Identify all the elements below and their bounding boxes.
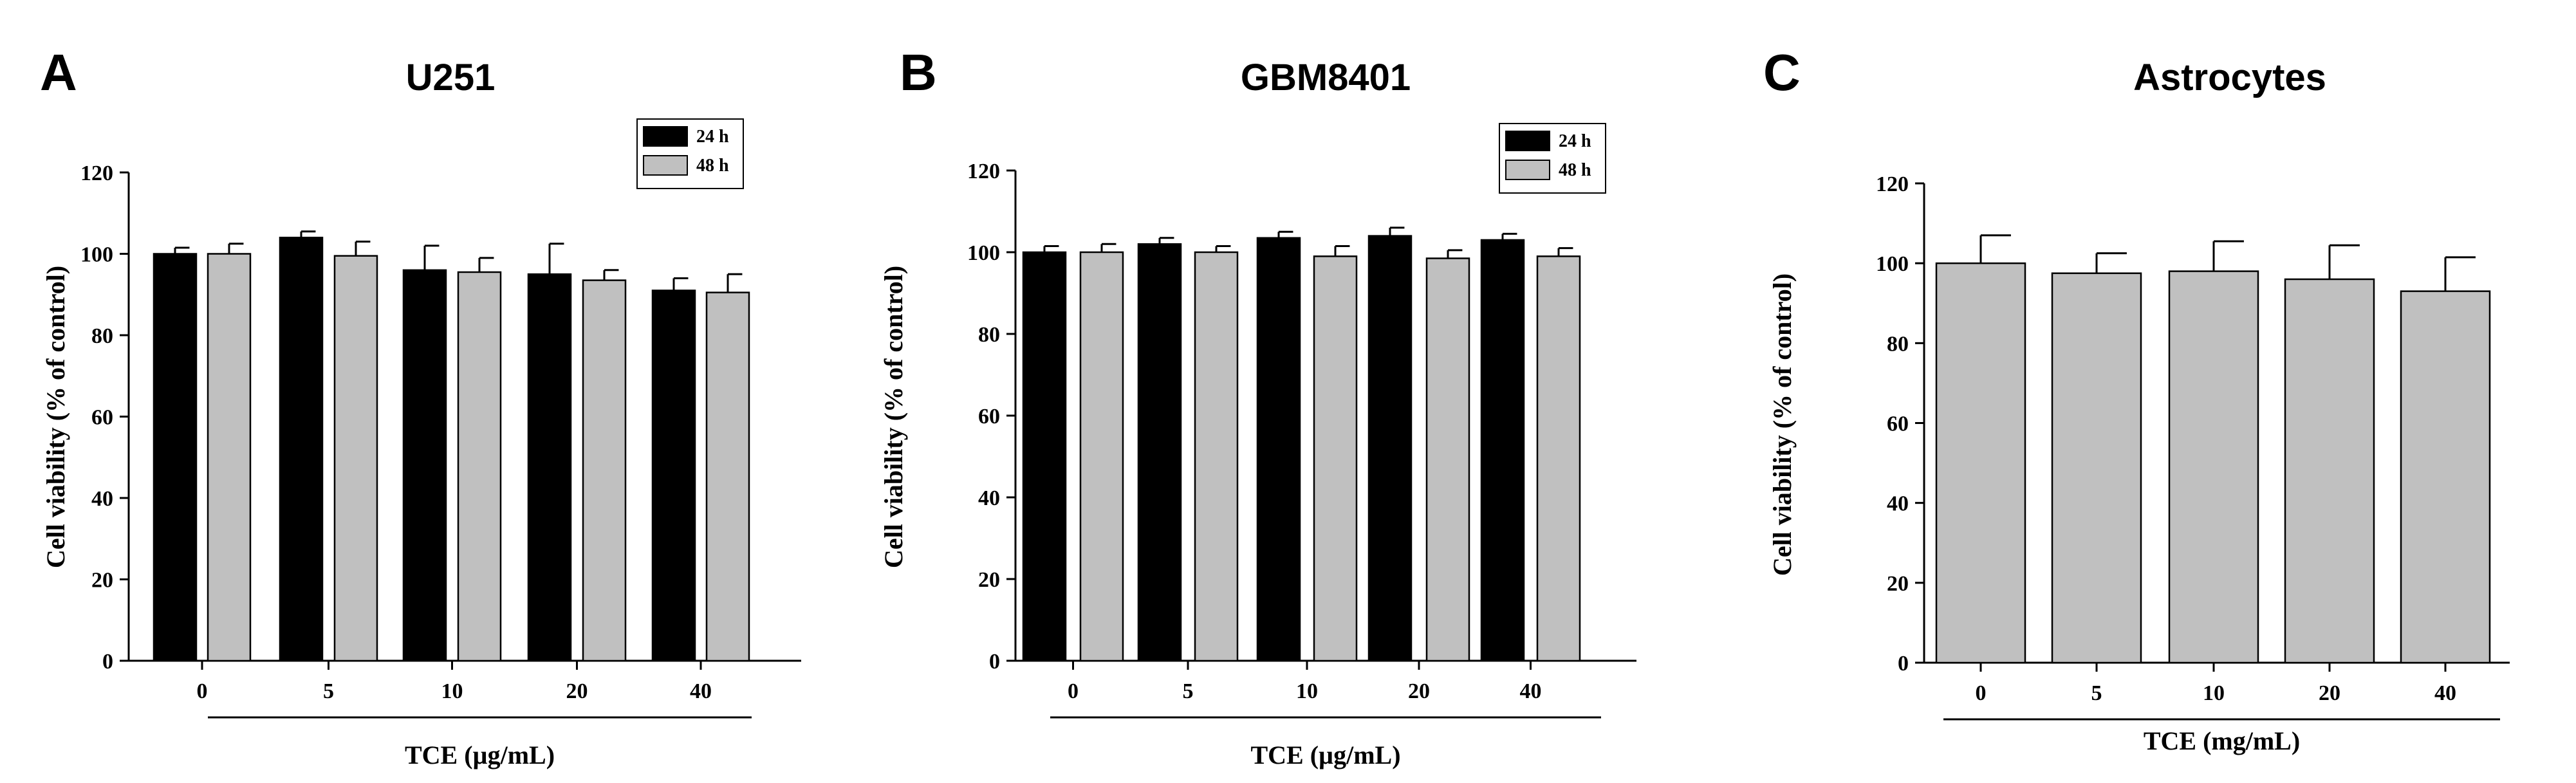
bar	[1022, 251, 1067, 662]
bar	[2051, 272, 2142, 664]
chart-title: Astrocytes	[2133, 57, 2326, 98]
x-tick-label: 10	[2203, 681, 2225, 705]
y-axis-label: Cell viability (% of control)	[41, 266, 70, 568]
legend-label: 48 h	[1559, 160, 1591, 180]
legend: 24 h 48 h	[636, 118, 744, 189]
x-tick-label: 0	[197, 679, 208, 703]
bar	[2284, 278, 2375, 664]
bar	[457, 271, 502, 662]
y-tick-label: 20	[1887, 572, 1909, 596]
bar	[279, 236, 324, 662]
x-tick-label: 20	[2319, 681, 2340, 705]
bar	[1367, 235, 1413, 662]
panel-letter: C	[1763, 44, 1801, 101]
y-tick-label: 80	[1887, 332, 1909, 356]
y-tick-label: 120	[967, 160, 1000, 183]
bar	[2168, 270, 2259, 664]
y-tick-label: 60	[91, 406, 113, 430]
legend-box	[636, 118, 744, 189]
bar	[207, 253, 252, 662]
bar	[2400, 290, 2491, 664]
y-tick-label: 0	[989, 650, 1000, 674]
y-tick-label: 40	[1887, 492, 1909, 516]
bar	[1079, 251, 1124, 662]
y-tick-label: 20	[91, 569, 113, 593]
x-tick-label: 40	[2434, 681, 2456, 705]
x-tick-label: 5	[1183, 679, 1194, 703]
x-tick-label: 0	[1976, 681, 1987, 705]
x-tick-label: 20	[566, 679, 588, 703]
legend-swatch	[1505, 160, 1550, 180]
bar	[527, 273, 572, 662]
y-tick-label: 80	[978, 323, 1000, 347]
x-tick-label: 5	[323, 679, 334, 703]
y-tick-label: 120	[80, 161, 113, 185]
x-tick-label: 0	[1068, 679, 1079, 703]
bar	[651, 290, 696, 662]
panel-letter: A	[40, 44, 77, 101]
x-axis-label: TCE (µg/mL)	[405, 741, 555, 769]
x-tick-label: 10	[441, 679, 463, 703]
x-axis-label: TCE (mg/mL)	[2144, 726, 2300, 755]
y-tick-label: 40	[91, 487, 113, 511]
bar	[1313, 255, 1358, 662]
bar	[1536, 255, 1581, 662]
bar	[333, 255, 378, 662]
legend-swatch	[643, 155, 688, 176]
x-tick-label: 40	[1520, 679, 1542, 703]
bar	[153, 253, 198, 662]
legend-swatch	[643, 126, 688, 147]
y-tick-label: 40	[978, 486, 1000, 510]
x-axis-label: TCE (µg/mL)	[1250, 741, 1400, 769]
bar	[1480, 239, 1525, 662]
y-tick-label: 20	[978, 568, 1000, 592]
bar	[582, 279, 627, 662]
legend-swatch	[1505, 131, 1550, 151]
y-tick-label: 80	[91, 324, 113, 348]
panel-letter: B	[900, 44, 937, 101]
y-tick-label: 0	[102, 650, 113, 674]
y-tick-label: 100	[80, 243, 113, 267]
legend-label: 48 h	[696, 156, 729, 176]
x-tick-label: 40	[690, 679, 712, 703]
legend-label: 24 h	[696, 127, 729, 147]
bar	[705, 291, 750, 662]
y-tick-label: 0	[1898, 652, 1909, 676]
y-tick-label: 100	[1876, 252, 1909, 276]
x-tick-label: 20	[1408, 679, 1430, 703]
y-axis-label: Cell viability (% of control)	[1768, 273, 1797, 576]
chart-title: U251	[406, 57, 496, 98]
x-tick-label: 5	[2091, 681, 2102, 705]
bar	[402, 269, 447, 662]
legend-label: 24 h	[1559, 131, 1591, 151]
y-axis-label: Cell viability (% of control)	[879, 266, 908, 568]
bar	[1425, 257, 1470, 662]
x-tick-label: 10	[1296, 679, 1318, 703]
bar	[1194, 251, 1239, 662]
y-tick-label: 60	[1887, 412, 1909, 436]
y-tick-label: 60	[978, 405, 1000, 428]
bar	[1137, 243, 1182, 662]
chart-title: GBM8401	[1241, 57, 1411, 98]
y-tick-label: 100	[967, 241, 1000, 265]
bar	[1256, 237, 1301, 662]
bar	[1935, 262, 2026, 664]
y-tick-label: 120	[1876, 172, 1909, 196]
legend: 24 h 48 h	[1499, 123, 1606, 194]
